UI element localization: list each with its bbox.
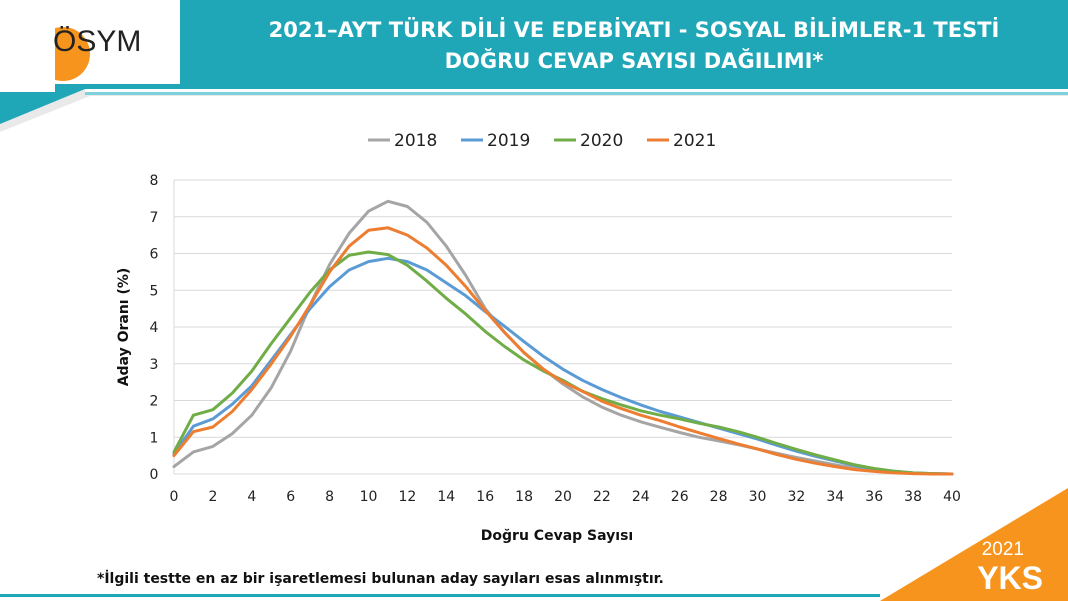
series-line-2021 [172,226,954,476]
series-line-2018 [172,199,954,476]
chart-grid [173,179,952,475]
osym-logo: ÖSYM [0,0,180,92]
y-tick-label: 0 [150,467,159,483]
yks-badge-shape [880,488,1068,601]
x-tick-label: 12 [398,489,416,505]
y-tick-label: 8 [150,173,159,189]
y-tick-label: 1 [150,430,159,446]
x-tick-label: 34 [826,489,844,505]
logo-text: ÖSYM [53,25,141,58]
page-title-line1: 2021–AYT TÜRK DİLİ VE EDEBİYATI - SOSYAL… [269,17,1000,42]
y-tick-label: 2 [150,394,159,410]
yks-year: 2021 [982,539,1024,560]
chart-legend: 2018 2019 2020 2021 [368,131,716,151]
header-band-teal [0,0,1068,124]
x-tick-label: 26 [671,489,689,505]
legend-label-2018: 2018 [394,131,437,151]
x-tick-label: 6 [286,489,295,505]
y-axis-ticks: 0 1 2 3 4 5 6 7 8 [150,173,159,483]
x-tick-label: 4 [247,489,256,505]
x-tick-label: 24 [632,489,650,505]
x-tick-label: 10 [360,489,378,505]
x-tick-label: 20 [554,489,572,505]
y-tick-label: 5 [150,283,159,299]
x-tick-label: 30 [749,489,767,505]
y-tick-label: 7 [150,210,159,226]
yks-name: YKS [977,560,1043,596]
chart-series-layer [172,199,954,476]
x-axis-ticks: 0 2 4 6 8 10 12 14 16 18 20 22 24 26 28 30 32 34 36 38 40 [170,489,961,505]
x-tick-label: 22 [593,489,611,505]
page-title-line2: DOĞRU CEVAP SAYISI DAĞILIMI* [445,48,824,73]
yks-badge: 2021 YKS [880,488,1068,601]
series-line-2020 [172,250,954,476]
x-tick-label: 18 [515,489,533,505]
legend-label-2019: 2019 [487,131,530,151]
x-tick-label: 14 [437,489,455,505]
footnote: *İlgili testte en az bir işaretlemesi bu… [97,570,664,587]
legend-label-2021: 2021 [673,131,716,151]
x-tick-label: 40 [943,489,961,505]
x-tick-label: 36 [865,489,883,505]
header-white-divider [85,89,1068,92]
footer-line [0,594,880,597]
x-axis-title: Doğru Cevap Sayısı [481,528,633,544]
header-cyan-strip [85,92,1068,95]
legend-label-2020: 2020 [580,131,623,151]
x-tick-label: 8 [325,489,334,505]
x-tick-label: 16 [476,489,494,505]
y-tick-label: 4 [150,320,159,336]
y-axis-title: Aday Oranı (%) [116,268,132,387]
x-tick-label: 0 [170,489,179,505]
y-tick-label: 3 [150,357,159,373]
x-tick-label: 38 [904,489,922,505]
x-tick-label: 28 [710,489,728,505]
y-tick-label: 6 [150,247,159,263]
x-tick-label: 32 [787,489,805,505]
x-tick-label: 2 [208,489,217,505]
